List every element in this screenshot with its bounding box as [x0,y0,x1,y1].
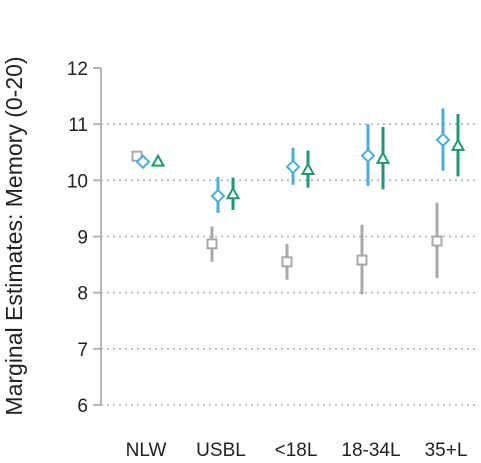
point-marker [431,235,443,247]
point-marker [450,137,466,151]
point-marker [300,162,316,176]
point-marker [210,188,226,204]
y-tick-label: 12 [67,59,88,80]
x-tick-label: 35+L [425,440,468,461]
point-marker [225,186,241,200]
series-diamond [135,108,451,213]
y-tick-label: 8 [77,284,88,305]
point-marker [150,153,166,167]
point-marker [285,159,301,175]
point-marker [206,238,218,250]
x-tick-label: NLW [126,440,167,461]
y-axis-label: Marginal Estimates: Memory (0-20) [1,56,27,415]
point-marker [135,154,151,170]
point-marker [281,256,293,268]
y-tick-label: 11 [68,115,88,136]
series-square [131,150,443,295]
series-triangle [150,114,466,211]
y-tick-label: 6 [77,396,88,417]
x-axis: NLW USBL <18L 18-34L 35+L [126,440,468,461]
point-marker [435,132,451,148]
point-marker [356,254,368,266]
x-tick-label: 18-34L [341,440,400,461]
point-marker [375,150,391,164]
y-axis: 6 7 8 9 10 11 12 [67,59,102,417]
y-tick-label: 9 [77,228,88,249]
point-marker [360,148,376,164]
x-tick-label: <18L [275,440,318,461]
y-tick-label: 10 [67,171,88,192]
x-tick-label: USBL [196,440,246,461]
data-marks [131,108,466,295]
y-tick-label: 7 [77,340,88,361]
